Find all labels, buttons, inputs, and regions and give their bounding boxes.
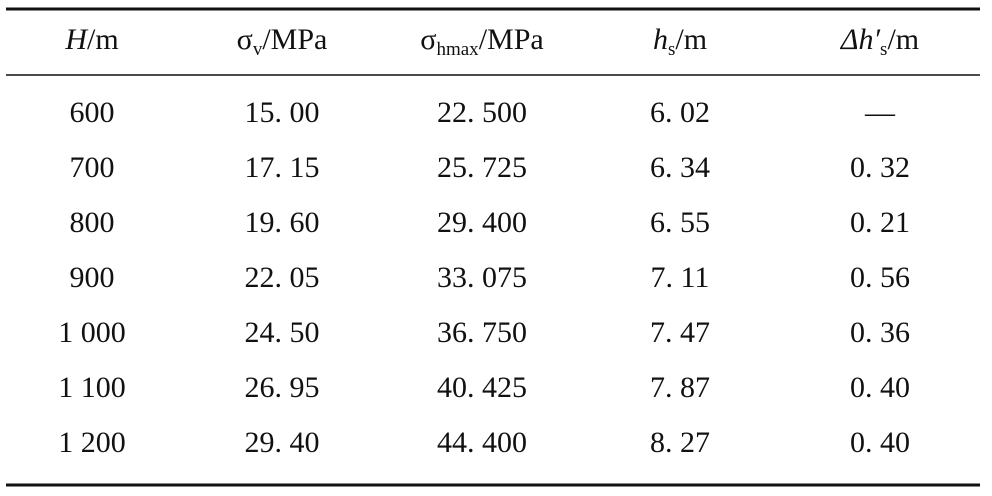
cell: 29. 400 bbox=[437, 206, 527, 239]
cell: 22. 500 bbox=[437, 96, 527, 129]
cell: 6. 02 bbox=[650, 96, 710, 129]
cell: 0. 21 bbox=[850, 206, 910, 239]
cell: 7. 11 bbox=[651, 261, 710, 294]
cell: 0. 36 bbox=[850, 316, 910, 349]
header-cell: Δh′s/m bbox=[840, 23, 919, 60]
header-subscript: s bbox=[668, 39, 675, 60]
header-subscript: s bbox=[880, 39, 887, 60]
header-symbol: Δh′ bbox=[840, 23, 881, 56]
cell: 700 bbox=[70, 151, 115, 184]
header-cell: σv/MPa bbox=[237, 23, 328, 60]
cell: 26. 95 bbox=[245, 371, 320, 404]
cell: 17. 15 bbox=[245, 151, 320, 184]
cell: 0. 40 bbox=[850, 371, 910, 404]
cell: 6. 34 bbox=[650, 151, 710, 184]
header-subscript: hmax bbox=[436, 39, 479, 60]
cell: 24. 50 bbox=[245, 316, 320, 349]
header-cell: hs/m bbox=[653, 23, 707, 60]
cell: 0. 40 bbox=[850, 426, 910, 459]
cell: 7. 47 bbox=[650, 316, 710, 349]
cell: 7. 87 bbox=[650, 371, 710, 404]
cell: 0. 32 bbox=[850, 151, 910, 184]
header-unit: /MPa bbox=[479, 23, 544, 56]
header-symbol: σ bbox=[237, 23, 253, 56]
cell: 0. 56 bbox=[850, 261, 910, 294]
cell: 900 bbox=[70, 261, 115, 294]
cell: 1 200 bbox=[58, 426, 126, 459]
header-symbol: σ bbox=[420, 23, 436, 56]
header-symbol: h bbox=[653, 23, 668, 56]
cell: 15. 00 bbox=[245, 96, 320, 129]
header-unit: /MPa bbox=[262, 23, 327, 56]
header-cell: H/m bbox=[64, 23, 118, 56]
cell: 44. 400 bbox=[437, 426, 527, 459]
header-symbol: H bbox=[64, 23, 89, 56]
cell: 600 bbox=[70, 96, 115, 129]
header-unit: /m bbox=[87, 23, 119, 56]
cell: 33. 075 bbox=[437, 261, 527, 294]
header-subscript: v bbox=[253, 39, 263, 60]
cell: 25. 725 bbox=[437, 151, 527, 184]
cell: 8. 27 bbox=[650, 426, 710, 459]
cell: 1 000 bbox=[58, 316, 126, 349]
header-unit: /m bbox=[887, 23, 919, 56]
cell: 19. 60 bbox=[245, 206, 320, 239]
cell: — bbox=[864, 96, 896, 129]
header-unit: /m bbox=[675, 23, 707, 56]
cell: 1 100 bbox=[58, 371, 126, 404]
cell: 36. 750 bbox=[437, 316, 527, 349]
cell: 800 bbox=[70, 206, 115, 239]
cell: 40. 425 bbox=[437, 371, 527, 404]
cell: 29. 40 bbox=[245, 426, 320, 459]
cell: 22. 05 bbox=[245, 261, 320, 294]
header-cell: σhmax/MPa bbox=[420, 23, 543, 60]
cell: 6. 55 bbox=[650, 206, 710, 239]
